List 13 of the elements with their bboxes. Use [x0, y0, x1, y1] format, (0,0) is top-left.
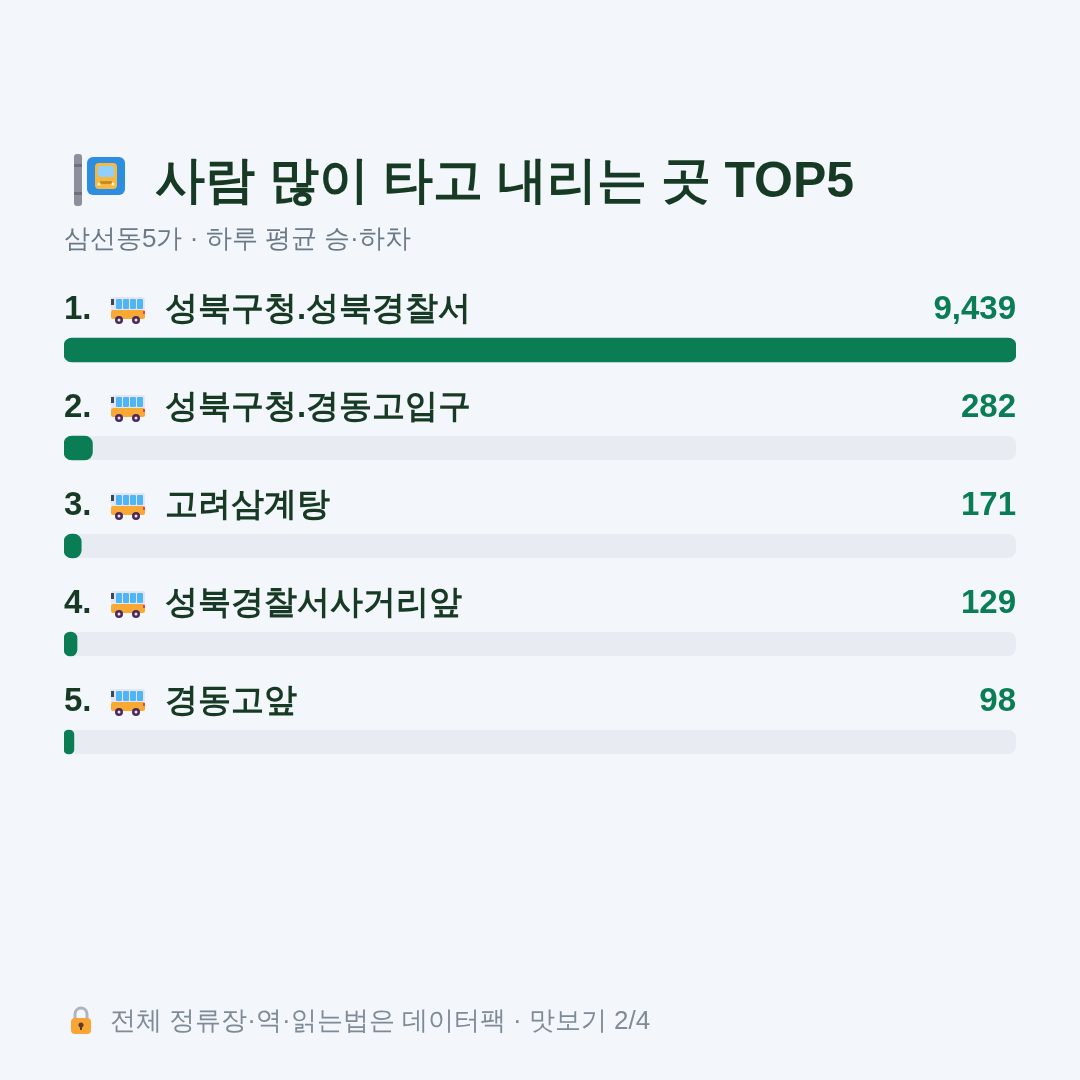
- chart-title: 사람 많이 타고 내리는 곳 TOP5: [155, 151, 855, 210]
- category-label: 2. 성북구청.경동고입구: [64, 387, 472, 425]
- text: 전체 정류장·역·읽는법은 데이터팩 · 맛보기 2/4: [110, 1004, 651, 1036]
- data-label: 9,439: [933, 289, 1016, 327]
- category-label: 4. 성북경찰서사거리앞: [64, 583, 462, 621]
- category-label: 3. 고려삼계탕: [64, 485, 330, 523]
- data-label: 98: [979, 681, 1016, 719]
- data-label: 129: [960, 583, 1016, 621]
- chart-subtitle: 삼선동5가 · 하루 평균 승·하차: [64, 222, 411, 254]
- data-label: 282: [960, 387, 1016, 425]
- category-label: 1. 성북구청.성북경찰서: [64, 289, 472, 327]
- data-label: 171: [960, 485, 1016, 523]
- category-label: 5. 경동고앞: [64, 681, 297, 719]
